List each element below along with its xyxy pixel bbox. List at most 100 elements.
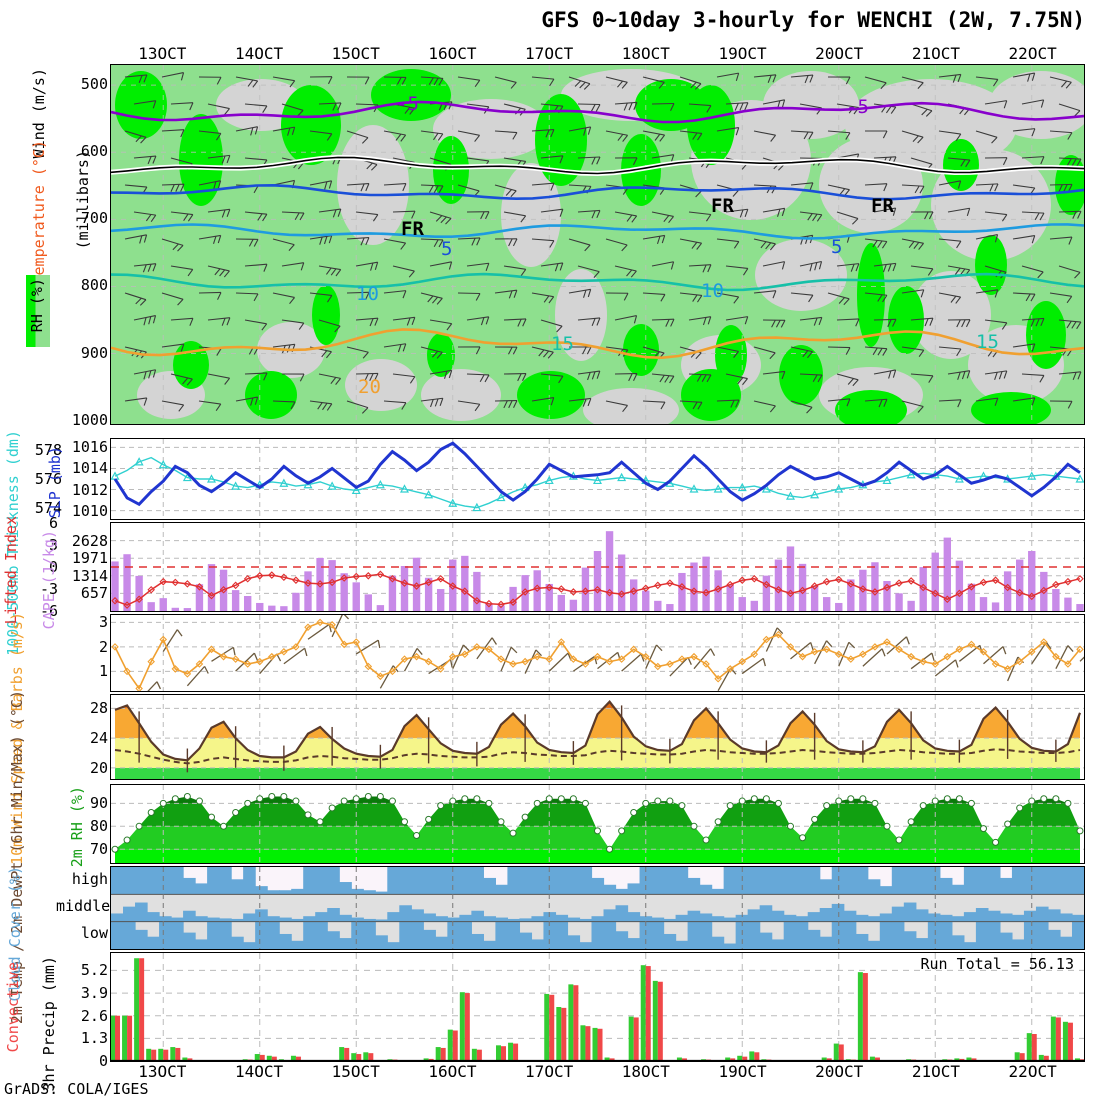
cloud-cover-panel <box>110 866 1085 950</box>
axis-tick-label: 2.6 <box>80 1006 108 1025</box>
axis-tick-label: 1971 <box>71 549 108 568</box>
axis-tick-label: 1314 <box>71 566 108 585</box>
svg-text:FR: FR <box>871 195 894 217</box>
upper-air-y-ticks: 500 600 700 800 900 1000 <box>60 64 108 429</box>
axis-tick-label: 500 <box>80 75 108 94</box>
temp2m-plot <box>111 695 1084 779</box>
axis-tick-label: -3 <box>39 580 58 598</box>
date-label: 21OCT <box>911 44 961 63</box>
footer-credit: GrADS: COLA/IGES <box>4 1080 149 1098</box>
svg-text:5: 5 <box>831 236 842 258</box>
axis-tick-label: 600 <box>80 142 108 161</box>
li-axis-label: Lifted Index <box>2 516 20 625</box>
rh2m-ticks: 90 80 70 <box>66 784 108 864</box>
axis-tick-label: 1016 <box>71 438 108 457</box>
date-label: 16OCT <box>428 44 477 63</box>
cloud-row-label: low <box>80 924 108 943</box>
rh2m-plot <box>111 785 1084 863</box>
page-title: GFS 0~10day 3-hourly for WENCHI (2W, 7.7… <box>541 8 1085 32</box>
date-label: 22OCT <box>1008 1062 1057 1081</box>
axis-tick-label: 1014 <box>71 459 108 478</box>
date-label: 21OCT <box>911 1062 961 1081</box>
svg-text:15: 15 <box>976 331 999 353</box>
bottom-date-axis: 13OCT 14OCT 15OCT 16OCT 17OCT 18OCT 19OCT 20OCT… <box>110 1062 1085 1084</box>
svg-text:FR: FR <box>401 218 424 240</box>
axis-tick-label: 3.9 <box>80 984 108 1003</box>
axis-tick-label: 3 <box>48 536 58 554</box>
axis-tick-label: 900 <box>80 343 108 362</box>
date-label: 20OCT <box>815 44 864 63</box>
axis-tick-label: 1 <box>98 662 108 681</box>
axis-tick-label: 700 <box>80 209 108 228</box>
axis-tick-label: 5.2 <box>80 961 108 980</box>
date-label: 19OCT <box>718 1062 767 1081</box>
axis-tick-label: 6 <box>48 514 58 532</box>
legend-rh-swatch <box>26 275 50 347</box>
cloud-row-labels: high middle low <box>56 866 111 950</box>
axis-tick-label: 1010 <box>71 501 108 520</box>
svg-text:10: 10 <box>701 280 724 302</box>
li-left-ticks: -6 -3 0 3 6 <box>22 514 58 620</box>
cape-li-plot <box>111 523 1084 611</box>
axis-tick-label: 3 <box>98 613 108 632</box>
axis-tick-label: 0 <box>48 558 58 576</box>
date-label: 16OCT <box>428 1062 477 1081</box>
date-label: 18OCT <box>621 44 670 63</box>
legend-rh: RH (%) <box>28 278 46 333</box>
axis-tick-label: 1012 <box>71 480 108 499</box>
svg-text:10: 10 <box>356 283 379 305</box>
date-label: 20OCT <box>815 1062 864 1081</box>
axis-tick-label: 1000 <box>71 410 108 429</box>
temp2m-ticks: 28 24 20 <box>66 694 108 780</box>
date-label: 18OCT <box>621 1062 670 1081</box>
axis-tick-label: 578 <box>34 441 62 460</box>
slp-thickness-panel <box>110 438 1085 520</box>
axis-tick-label: 90 <box>89 794 108 813</box>
axis-tick-label: 800 <box>80 276 108 295</box>
precip-axis-label: 3hr Precip (mm) <box>40 956 58 1092</box>
axis-tick-label: 28 <box>89 699 108 718</box>
svg-text:FR: FR <box>711 195 734 217</box>
precip-ticks: 5.2 3.9 2.6 1.3 0 <box>62 952 108 1070</box>
thickness-left-ticks: 578 576 574 <box>22 438 62 520</box>
upper-air-y-label: (millibars) <box>74 150 92 250</box>
axis-tick-label: 80 <box>89 817 108 836</box>
precip-legend-convective: Convective <box>4 962 22 1053</box>
cloud-cover-plot <box>111 867 1084 949</box>
wind10m-panel <box>110 614 1085 692</box>
slp-thickness-plot <box>111 439 1084 519</box>
axis-tick-label: 576 <box>34 470 62 488</box>
date-label: 14OCT <box>234 44 284 63</box>
date-label: 17OCT <box>525 1062 574 1081</box>
rh2m-panel <box>110 784 1085 864</box>
axis-tick-label: 20 <box>89 758 108 777</box>
axis-tick-label: 657 <box>80 584 108 603</box>
axis-tick-label: -6 <box>39 602 58 620</box>
cape-right-ticks: 2628 1971 1314 657 <box>56 522 108 612</box>
cloud-row-label: middle <box>56 897 111 915</box>
date-label: 14OCT <box>234 1062 284 1081</box>
date-label: 22OCT <box>1008 44 1057 63</box>
axis-tick-label: 70 <box>89 840 108 859</box>
axis-tick-label: 2 <box>98 637 108 656</box>
legend-temperature: Temperature (°C) <box>30 140 48 285</box>
cape-li-panel <box>110 522 1085 612</box>
cloud-row-label: high <box>71 869 108 888</box>
axis-tick-label: 0 <box>98 1052 108 1070</box>
date-label: 13OCT <box>138 44 187 63</box>
precip-plot: Run Total = 56.13 <box>111 953 1084 1061</box>
upper-air-plot: -5 -5 FR FR FR 5 5 10 10 15 15 20 <box>111 65 1084 424</box>
top-date-axis: 13OCT 14OCT 15OCT 16OCT 17OCT 18OCT 19OCT 20OCT… <box>110 44 1085 64</box>
svg-text:-5: -5 <box>396 93 419 115</box>
axis-tick-label: 1.3 <box>80 1029 108 1048</box>
run-total-label: Run Total = 56.13 <box>920 955 1074 973</box>
slp-axis-label: SLP (mb) <box>46 446 64 519</box>
axis-tick-label: 24 <box>89 729 108 748</box>
svg-text:5: 5 <box>441 238 452 260</box>
date-label: 19OCT <box>718 44 767 63</box>
svg-text:-5: -5 <box>846 96 869 118</box>
svg-text:15: 15 <box>551 333 574 355</box>
temp2m-panel <box>110 694 1085 780</box>
date-label: 13OCT <box>138 1062 187 1081</box>
date-label: 15OCT <box>331 44 380 63</box>
